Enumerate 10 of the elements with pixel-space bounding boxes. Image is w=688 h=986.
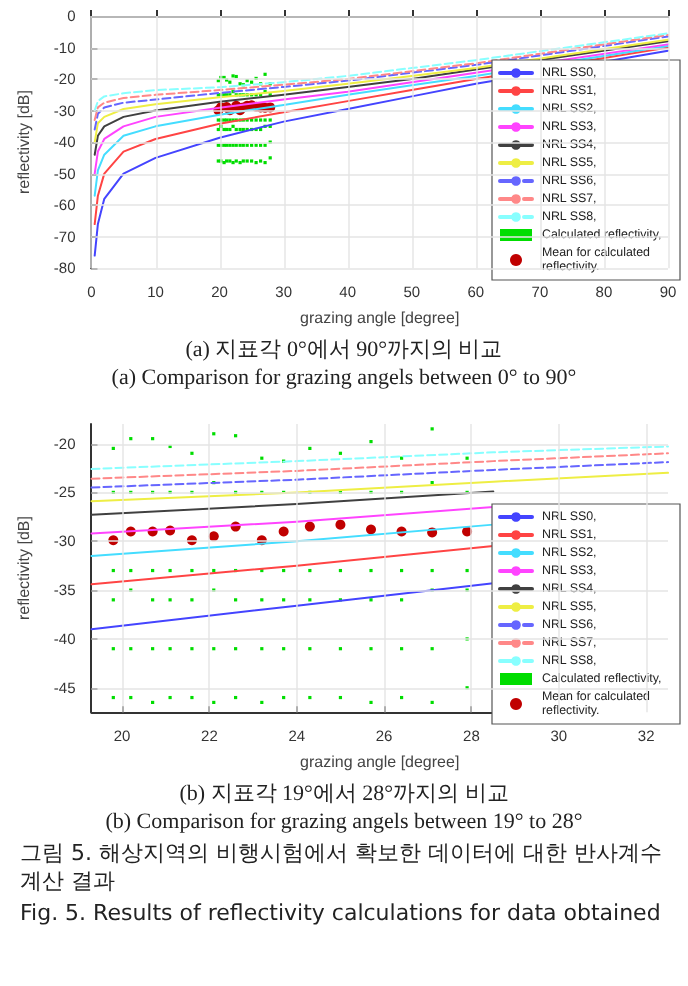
caption: 그림 5. 해상지역의 비행시험에서 확보한 데이터에 대한 반사계수 계산 결과 [18,838,664,896]
x-axis-title: grazing angle [degree] [300,309,460,327]
y-axis-title: reflectivity [dB] [15,516,33,621]
text: (a) 지표각 0°에서 90°까지의 비교 [183,336,505,364]
text: (b) Comparison for grazing angels between 19° to 28° [103,808,585,836]
y-axis-title: reflectivity [dB] [15,90,33,195]
text: (b) 지표각 19°에서 28°까지의 비교 [177,780,511,808]
x-axis-title: grazing angle [degree] [300,753,460,771]
text: (a) Comparison for grazing angels between 0° to 90° [109,364,579,392]
caption: Fig. 5. Results of reflectivity calculations for data obtained [18,898,663,928]
